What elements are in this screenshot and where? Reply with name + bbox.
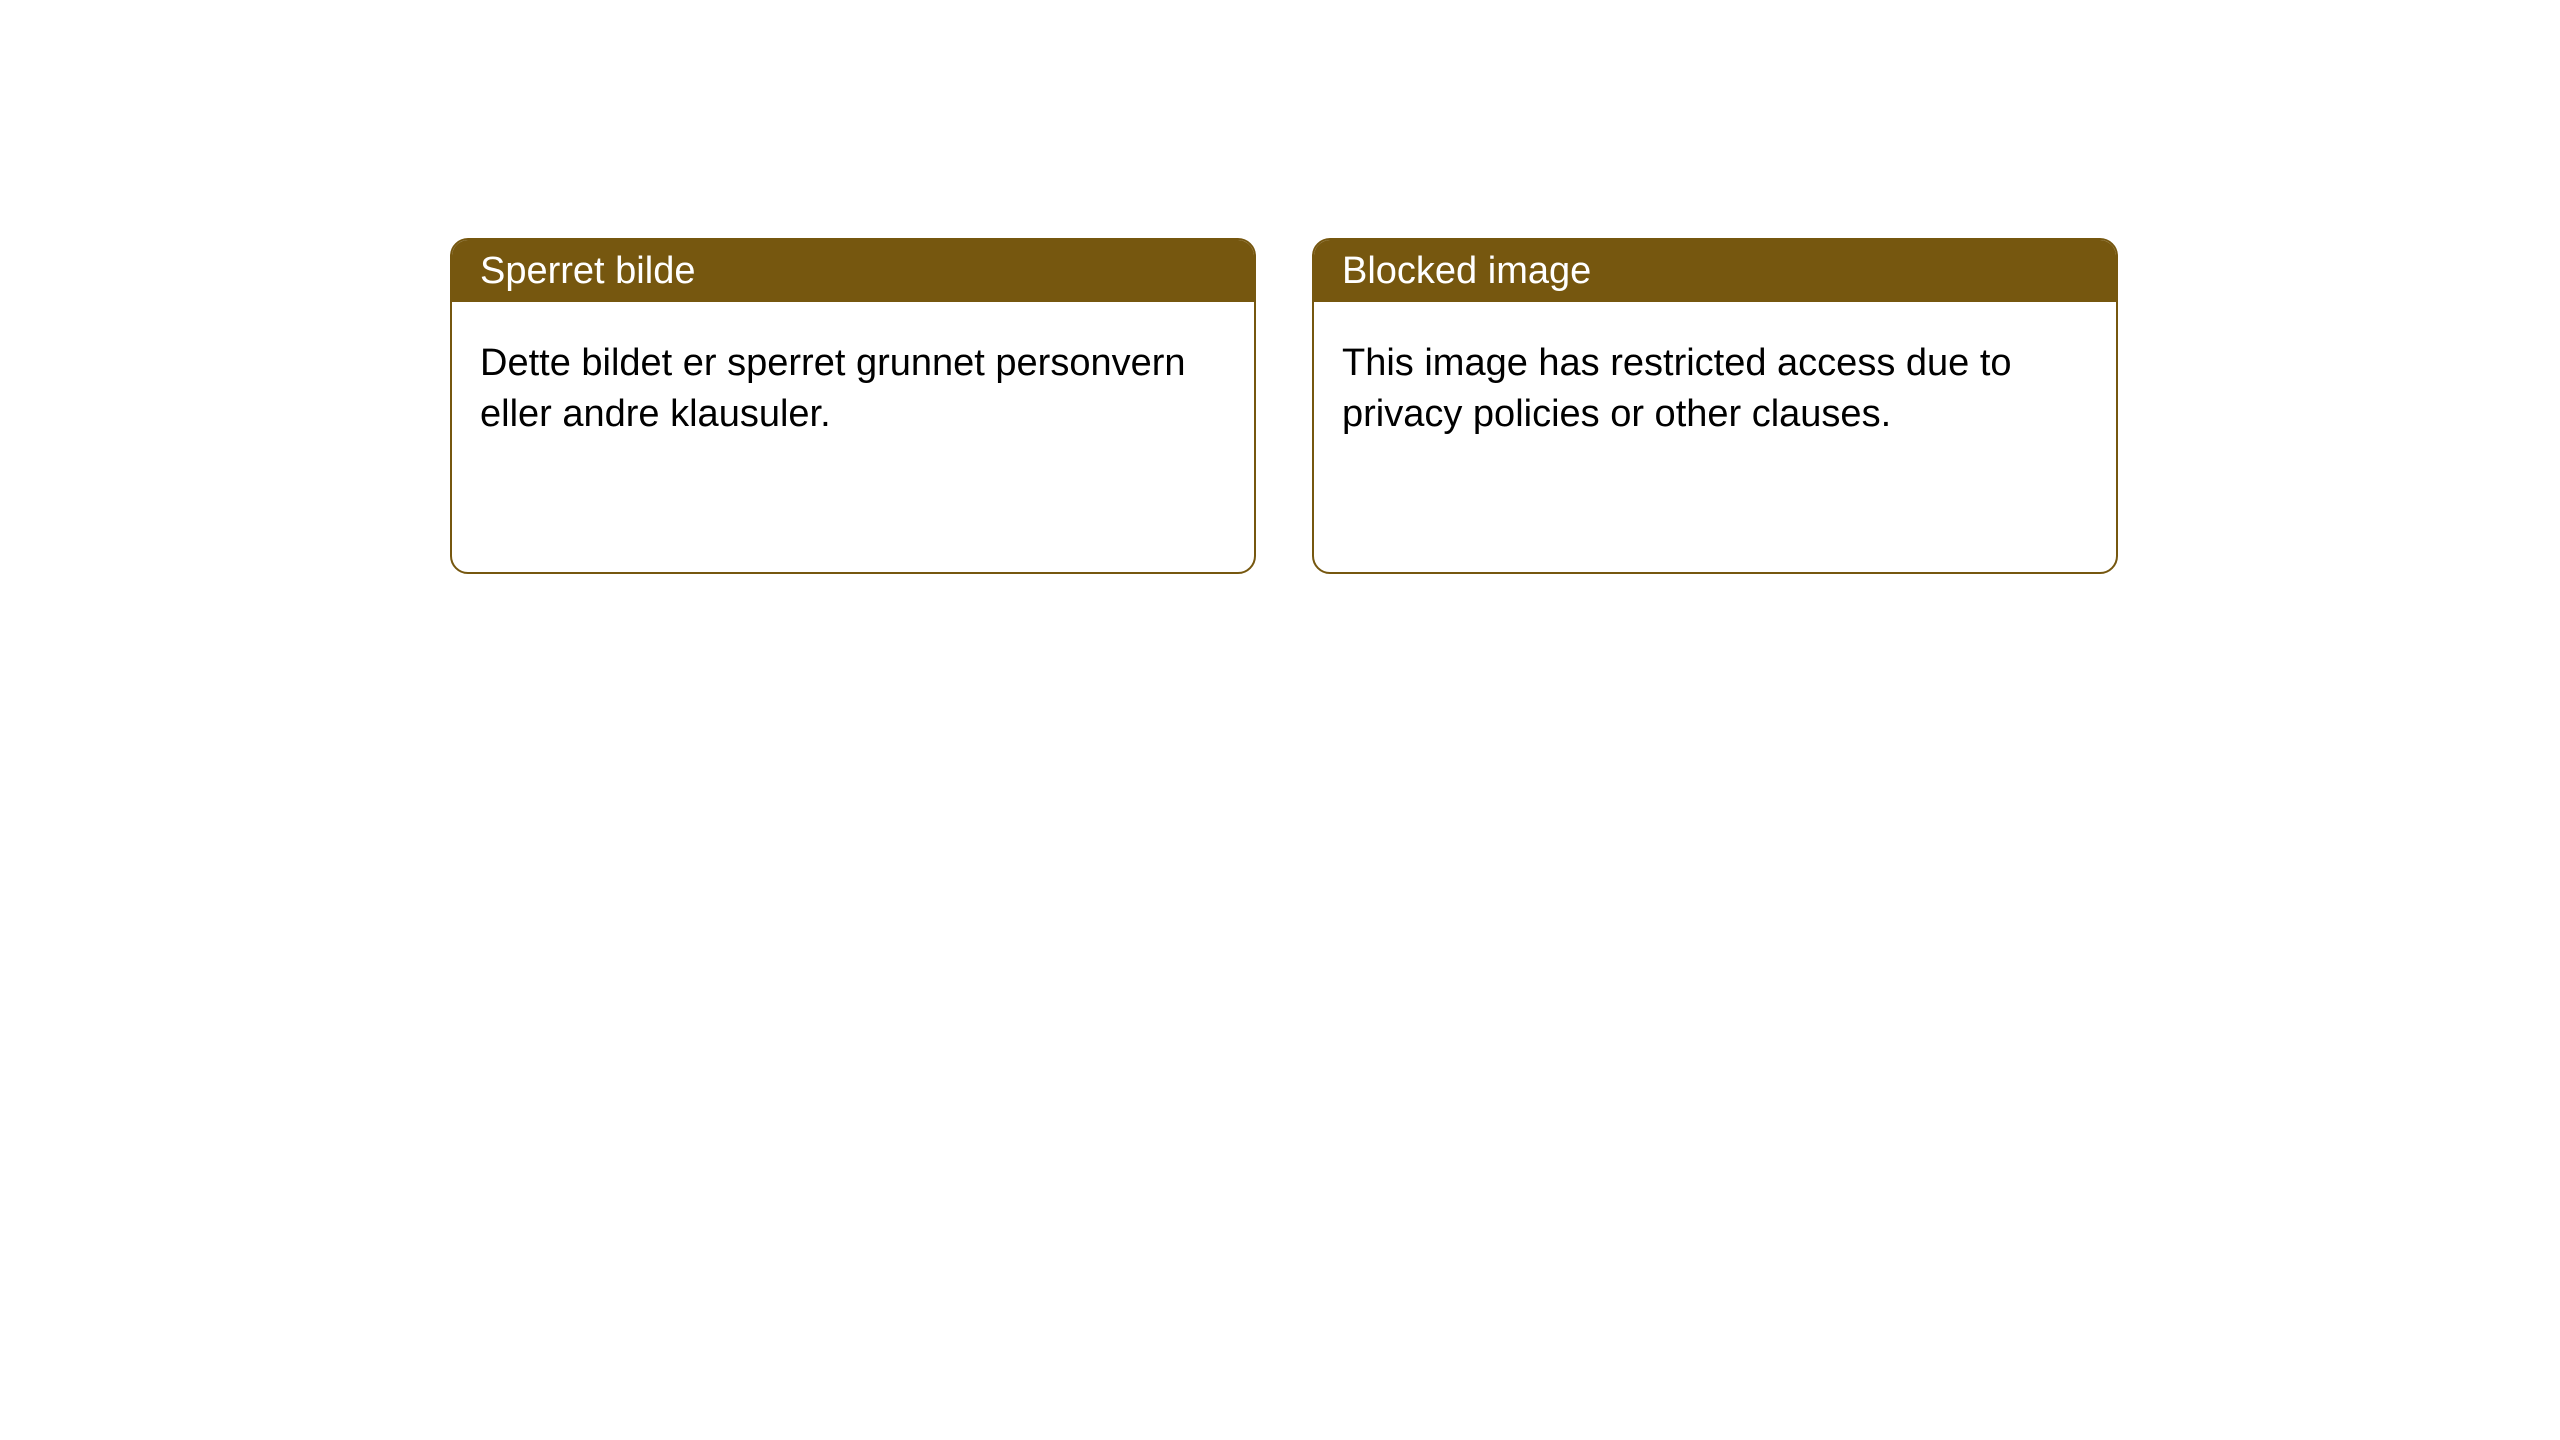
notice-body: Dette bildet er sperret grunnet personve… [452,302,1254,477]
notice-body: This image has restricted access due to … [1314,302,2116,477]
notice-card-english: Blocked image This image has restricted … [1312,238,2118,574]
notice-header: Sperret bilde [452,240,1254,302]
notice-card-norwegian: Sperret bilde Dette bildet er sperret gr… [450,238,1256,574]
notice-header: Blocked image [1314,240,2116,302]
notice-container: Sperret bilde Dette bildet er sperret gr… [0,0,2560,574]
